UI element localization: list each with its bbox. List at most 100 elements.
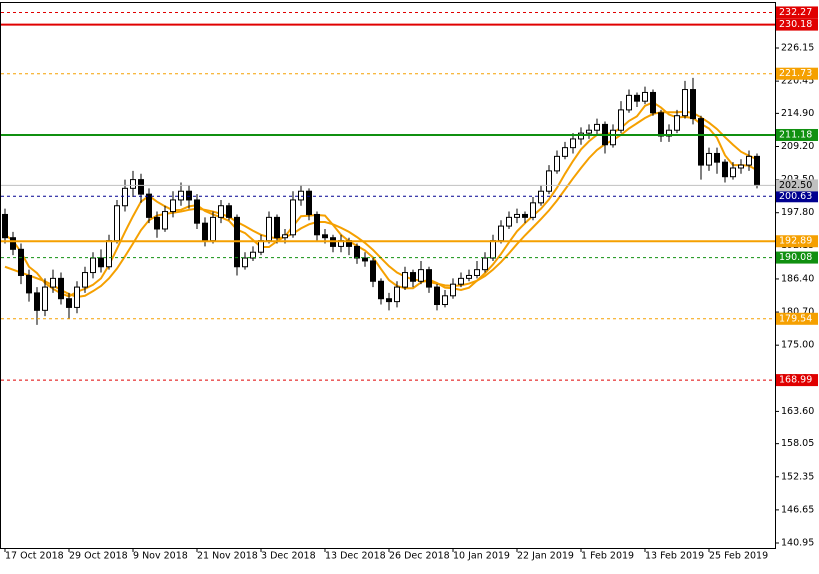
candle-body bbox=[274, 216, 280, 239]
price-label: 202.50 bbox=[779, 180, 812, 191]
plot-frame bbox=[0, 2, 776, 549]
candle-body bbox=[282, 234, 288, 239]
candle-body bbox=[554, 155, 560, 172]
candle-body bbox=[138, 179, 144, 195]
candle-body bbox=[618, 109, 624, 131]
candle-body bbox=[530, 202, 536, 218]
level-label: 192.89 bbox=[779, 236, 812, 247]
y-tick-label: 158.05 bbox=[781, 438, 814, 449]
candle-body bbox=[162, 211, 168, 230]
y-tick-label: 140.95 bbox=[781, 538, 814, 549]
candle-body bbox=[266, 216, 272, 242]
candle-body bbox=[418, 269, 424, 282]
x-tick-label: 29 Oct 2018 bbox=[69, 551, 128, 562]
candle-body bbox=[106, 240, 112, 268]
candle-body bbox=[650, 91, 656, 114]
level-label-bg bbox=[776, 6, 818, 19]
candle-body bbox=[178, 190, 184, 201]
y-tick-label: 146.65 bbox=[781, 504, 814, 515]
candle-body bbox=[42, 286, 48, 311]
candle-body bbox=[90, 257, 96, 274]
candle-body bbox=[130, 179, 136, 189]
candle-body bbox=[666, 129, 672, 137]
candle-body bbox=[290, 199, 296, 236]
candle-body bbox=[562, 147, 568, 157]
candle-body bbox=[746, 155, 752, 166]
candle-body bbox=[154, 216, 160, 230]
candle-body bbox=[314, 213, 320, 236]
candle-body bbox=[362, 257, 368, 262]
y-tick-label: 163.60 bbox=[781, 406, 814, 417]
y-tick-label: 209.20 bbox=[781, 141, 814, 152]
y-tick-label: 152.35 bbox=[781, 471, 814, 482]
candle-body bbox=[570, 138, 576, 149]
candle-body bbox=[522, 213, 528, 218]
level-label-bg bbox=[776, 374, 818, 387]
price-label-bg bbox=[776, 179, 818, 192]
candle-body bbox=[34, 292, 40, 311]
candle-body bbox=[394, 286, 400, 303]
candle-body bbox=[610, 129, 616, 146]
x-tick-label: 13 Dec 2018 bbox=[325, 551, 386, 562]
x-tick-label: 25 Feb 2019 bbox=[709, 551, 768, 562]
candle-body bbox=[682, 89, 688, 117]
candle-body bbox=[498, 225, 504, 242]
candle-body bbox=[450, 283, 456, 297]
candle-body bbox=[698, 118, 704, 166]
candle-body bbox=[226, 205, 232, 218]
candle-body bbox=[722, 161, 728, 178]
candle-body bbox=[386, 298, 392, 303]
candle-body bbox=[58, 277, 64, 300]
x-tick-label: 10 Jan 2019 bbox=[453, 551, 510, 562]
candle-body bbox=[594, 123, 600, 131]
candle-body bbox=[482, 257, 488, 271]
candle-body bbox=[354, 245, 360, 259]
candle-body bbox=[298, 190, 304, 201]
candle-body bbox=[658, 112, 664, 137]
level-label: 179.54 bbox=[779, 313, 812, 324]
candle-body bbox=[474, 269, 480, 276]
candle-body bbox=[754, 155, 760, 186]
candle-body bbox=[466, 274, 472, 279]
candle-body bbox=[26, 274, 32, 294]
candle-body bbox=[218, 205, 224, 218]
x-tick-label: 21 Nov 2018 bbox=[197, 551, 258, 562]
candle-body bbox=[122, 187, 128, 207]
level-label: 190.08 bbox=[779, 252, 812, 263]
candle-body bbox=[642, 91, 648, 102]
moving-average-line bbox=[4, 101, 758, 298]
candle-body bbox=[370, 260, 376, 282]
candle-body bbox=[306, 190, 312, 215]
y-tick-label: 175.00 bbox=[781, 340, 814, 351]
x-tick-label: 22 Jan 2019 bbox=[517, 551, 574, 562]
y-tick-label: 180.70 bbox=[781, 307, 814, 318]
candle-body bbox=[714, 152, 720, 163]
level-label-bg bbox=[776, 128, 818, 141]
candle-body bbox=[410, 272, 416, 282]
level-label-bg bbox=[776, 18, 818, 31]
candle-body bbox=[50, 277, 56, 288]
candle-body bbox=[98, 257, 104, 268]
candle-body bbox=[426, 269, 432, 288]
candle-body bbox=[634, 94, 640, 102]
candle-body bbox=[210, 216, 216, 242]
level-label: 221.73 bbox=[779, 68, 812, 79]
candle-body bbox=[690, 89, 696, 120]
candle-body bbox=[586, 129, 592, 134]
candle-body bbox=[242, 257, 248, 268]
candle-body bbox=[442, 295, 448, 306]
candle-body bbox=[74, 286, 80, 308]
y-tick-label: 197.80 bbox=[781, 207, 814, 218]
candle-body bbox=[674, 115, 680, 131]
level-label: 232.27 bbox=[779, 7, 812, 18]
candle-body bbox=[18, 248, 24, 276]
candle-body bbox=[538, 190, 544, 204]
candle-body bbox=[146, 193, 152, 218]
candle-body bbox=[730, 167, 736, 178]
x-tick-label: 9 Nov 2018 bbox=[133, 551, 188, 562]
level-label: 230.18 bbox=[779, 19, 812, 30]
level-label: 211.18 bbox=[779, 129, 812, 140]
x-tick-label: 26 Dec 2018 bbox=[389, 551, 450, 562]
